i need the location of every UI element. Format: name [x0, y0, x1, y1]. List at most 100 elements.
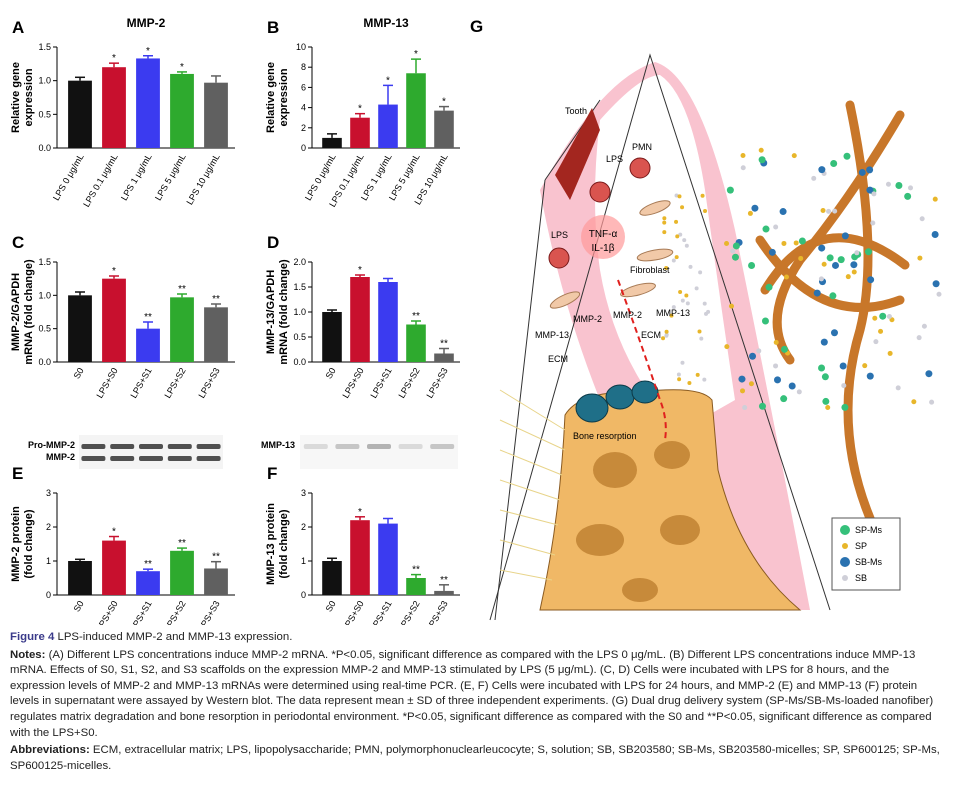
- particle: [821, 373, 829, 381]
- particle: [751, 204, 759, 212]
- x-tick-label: LPS+S2: [396, 599, 421, 625]
- x-tick-label: LPS+S0: [340, 366, 365, 400]
- significance: *: [386, 75, 390, 86]
- x-tick-label: LPS 1 μg/mL: [119, 152, 154, 202]
- blot-label: Pro-MMP-2: [28, 440, 75, 450]
- particle: [841, 403, 849, 411]
- particle: [730, 248, 736, 254]
- significance: *: [358, 507, 362, 518]
- particle: [682, 238, 687, 243]
- particle: [694, 286, 699, 291]
- particle: [702, 301, 707, 306]
- particle: [728, 303, 734, 309]
- particle: [929, 399, 935, 405]
- particle: [895, 182, 903, 190]
- y-tick-label: 0.0: [38, 357, 51, 367]
- particle: [818, 166, 826, 174]
- particle: [768, 248, 776, 256]
- x-tick-label: LPS 0 μg/mL: [51, 152, 86, 202]
- particle: [748, 381, 754, 387]
- x-tick-label: LPS+S2: [162, 599, 187, 625]
- particle: [858, 168, 866, 176]
- particle: [865, 248, 873, 256]
- label: ECM: [548, 354, 568, 364]
- x-tick-label: LPS+S0: [340, 599, 365, 625]
- particle: [731, 253, 739, 261]
- particle: [866, 186, 874, 194]
- y-tick-label: 0: [46, 590, 51, 600]
- particle: [818, 364, 826, 372]
- particle: [747, 210, 753, 216]
- particle: [761, 317, 769, 325]
- particle: [813, 289, 821, 297]
- particle: [724, 344, 730, 350]
- significance: *: [414, 49, 418, 60]
- y-tick-label: 1.0: [293, 307, 306, 317]
- abbreviations: ECM, extracellular matrix; LPS, lipopoly…: [10, 744, 940, 772]
- bar: [406, 324, 426, 362]
- bar: [68, 295, 92, 362]
- label: MMP-13: [535, 330, 569, 340]
- particle: [811, 175, 817, 181]
- particle: [662, 220, 667, 225]
- particle: [818, 244, 826, 252]
- bar: [102, 278, 126, 362]
- particle: [829, 292, 837, 300]
- x-tick-label: LPS+S2: [396, 366, 421, 400]
- blot-band: [398, 444, 423, 449]
- label: Tooth: [565, 106, 587, 116]
- particle: [780, 345, 788, 353]
- particle: [879, 312, 887, 320]
- significance: **: [412, 565, 420, 576]
- particle: [837, 256, 845, 264]
- particle: [680, 360, 685, 365]
- x-tick-label: S0: [324, 366, 338, 381]
- particle: [664, 329, 669, 334]
- particle: [773, 363, 779, 369]
- bar: [136, 328, 160, 362]
- notes-label: Notes:: [10, 648, 46, 661]
- blot-band: [167, 444, 192, 449]
- bar: [378, 282, 398, 362]
- particle: [779, 208, 787, 216]
- label: IL-1β: [592, 243, 615, 254]
- legend-label: SB-Ms: [855, 557, 883, 567]
- bone-holes: [576, 441, 700, 602]
- y-tick-label: 3: [46, 488, 51, 498]
- significance: *: [442, 97, 446, 108]
- particle: [851, 269, 857, 275]
- particle: [793, 240, 799, 246]
- particle: [904, 192, 912, 200]
- particle: [831, 261, 839, 269]
- panel-letter: F: [267, 464, 277, 483]
- label: LPS: [606, 154, 623, 164]
- particle: [688, 264, 693, 269]
- bar: [170, 73, 194, 148]
- y-tick-label: 0.5: [293, 332, 306, 342]
- bar: [434, 590, 454, 595]
- y-axis-label: mRNA (fold change): [278, 259, 290, 365]
- bar: [170, 550, 194, 595]
- y-tick-label: 1.0: [38, 290, 51, 300]
- bar: [170, 297, 194, 362]
- y-tick-label: 1.5: [293, 282, 306, 292]
- particle: [826, 208, 832, 214]
- blot-band: [110, 456, 135, 461]
- y-tick-label: 2: [301, 123, 306, 133]
- legend-swatch: [842, 575, 848, 581]
- y-tick-label: 1.0: [38, 76, 51, 86]
- particle: [698, 270, 703, 275]
- particle: [703, 208, 708, 213]
- label: Bone resorption: [573, 431, 637, 441]
- particle: [685, 301, 690, 306]
- particle: [669, 313, 674, 318]
- bar: [136, 58, 160, 148]
- y-axis-label: MMP-13 protein: [265, 503, 277, 585]
- particle: [798, 255, 804, 261]
- significance: **: [212, 294, 220, 305]
- particle: [758, 147, 764, 153]
- label: TNF-α: [589, 229, 618, 240]
- y-tick-label: 0: [301, 590, 306, 600]
- significance: *: [358, 104, 362, 115]
